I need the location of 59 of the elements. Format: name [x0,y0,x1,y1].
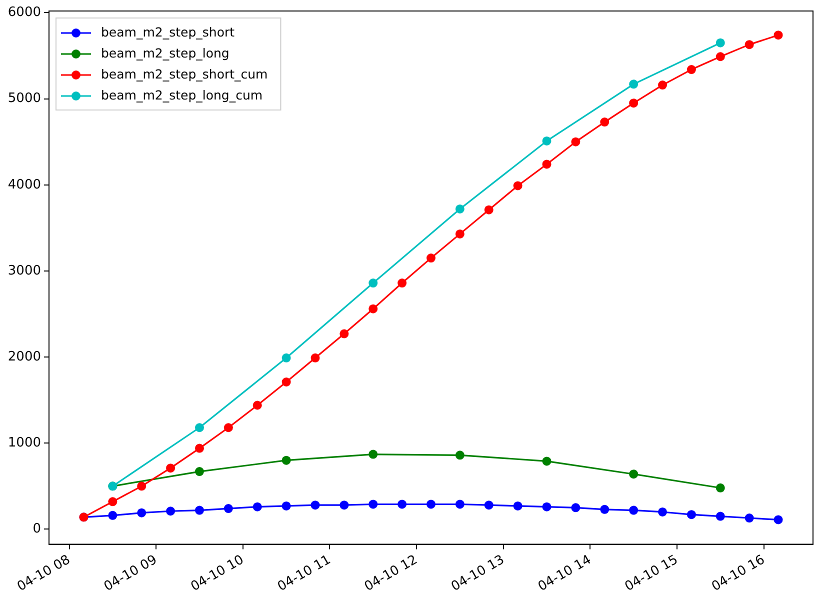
point [658,507,668,516]
legend-label: beam_m2_step_short_cum [101,66,268,82]
point [282,501,291,510]
point [629,98,638,108]
point [542,502,552,512]
y-tick-label: 4000 [8,177,41,192]
point [513,501,522,510]
y-tick-label: 5000 [8,91,41,106]
point [368,500,378,509]
legend-label: beam_m2_step_long_cum [101,87,263,102]
point [484,500,494,510]
point [571,503,580,512]
point [571,137,580,146]
y-tick-label: 6000 [8,5,41,20]
point [340,500,349,510]
point [600,504,610,514]
point [368,304,378,314]
point [166,506,176,516]
point [629,506,638,515]
point [224,423,233,432]
point [686,510,696,520]
point [282,378,291,387]
y-tick-label: 1000 [8,435,41,450]
y-tick-label: 0 [32,522,41,537]
point [658,80,668,90]
point [744,40,754,50]
point [194,506,204,515]
point [774,515,783,524]
point [455,229,464,238]
point [398,500,407,509]
point [686,65,696,74]
point [108,510,118,520]
point [108,497,118,506]
point [194,444,204,453]
point [426,500,436,509]
point [340,329,349,338]
point [744,514,754,523]
point [252,502,262,512]
point [310,500,320,510]
point [455,500,464,509]
point [252,400,262,410]
point [137,508,146,518]
legend-label: beam_m2_step_short [101,24,235,40]
point [600,118,610,127]
point [716,52,725,62]
point [484,205,494,214]
y-tick-label: 3000 [8,263,41,278]
point [774,30,783,40]
point [542,160,552,169]
point [310,353,320,362]
point [137,482,146,491]
point [513,181,522,190]
point [716,512,725,521]
point [224,504,233,514]
point [166,464,176,473]
point [398,278,407,288]
legend-label: beam_m2_step_long [101,45,230,60]
point [426,254,436,263]
y-tick-label: 2000 [8,349,41,364]
